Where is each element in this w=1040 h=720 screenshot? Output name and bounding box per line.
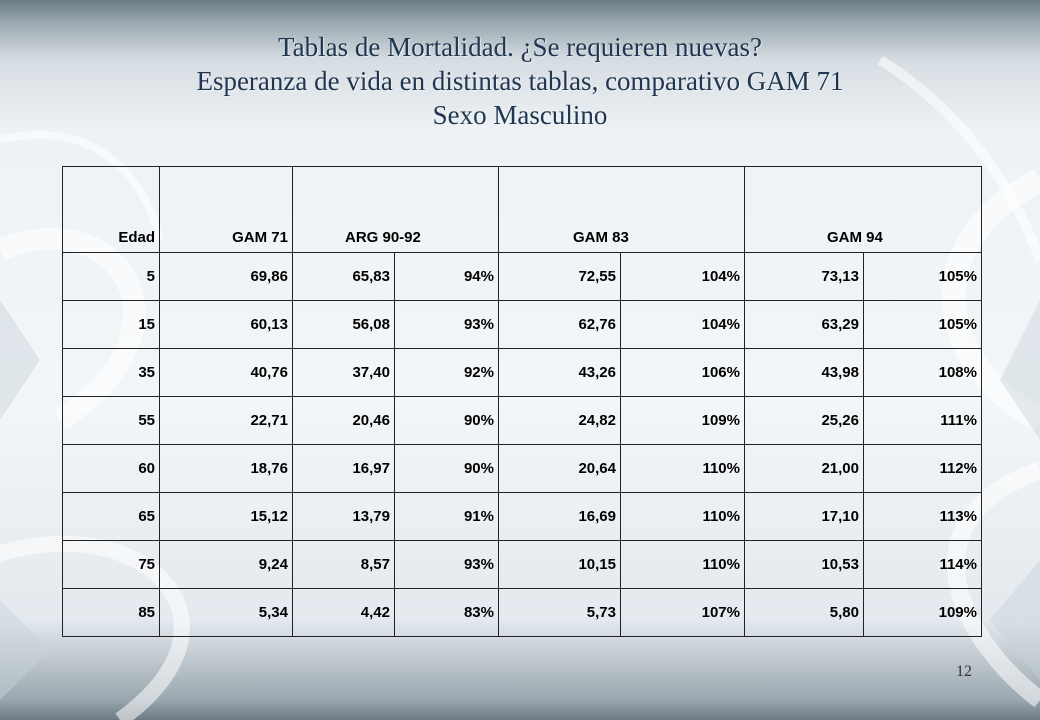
cell-arg: 16,97 xyxy=(292,444,395,493)
cell-arg: 56,08 xyxy=(292,300,395,349)
cell-arg-pct: 90% xyxy=(394,444,499,493)
cell-arg-pct: 92% xyxy=(394,348,499,397)
table-row: 85 5,34 4,42 83% 5,73 107% 5,80 109% xyxy=(62,588,982,637)
cell-gam71: 22,71 xyxy=(159,396,293,445)
cell-gam94: 63,29 xyxy=(744,300,864,349)
cell-arg: 20,46 xyxy=(292,396,395,445)
table-row: 75 9,24 8,57 93% 10,15 110% 10,53 114% xyxy=(62,540,982,589)
table-header-row: Edad GAM 71 ARG 90-92 GAM 83 GAM 94 xyxy=(62,166,982,253)
cell-gam83: 62,76 xyxy=(498,300,621,349)
cell-arg-pct: 93% xyxy=(394,300,499,349)
table-row: 35 40,76 37,40 92% 43,26 106% 43,98 108% xyxy=(62,348,982,397)
header-gam71: GAM 71 xyxy=(159,166,293,253)
cell-arg: 37,40 xyxy=(292,348,395,397)
table-row: 15 60,13 56,08 93% 62,76 104% 63,29 105% xyxy=(62,300,982,349)
cell-gam83-pct: 110% xyxy=(620,444,745,493)
cell-gam94-pct: 113% xyxy=(863,492,982,541)
cell-gam71: 15,12 xyxy=(159,492,293,541)
cell-gam83-pct: 106% xyxy=(620,348,745,397)
header-arg9092: ARG 90-92 xyxy=(292,166,499,253)
table-row: 60 18,76 16,97 90% 20,64 110% 21,00 112% xyxy=(62,444,982,493)
cell-gam94: 73,13 xyxy=(744,252,864,301)
life-expectancy-table: Edad GAM 71 ARG 90-92 GAM 83 GAM 94 5 69… xyxy=(62,166,982,637)
cell-arg-pct: 94% xyxy=(394,252,499,301)
table-row: 65 15,12 13,79 91% 16,69 110% 17,10 113% xyxy=(62,492,982,541)
header-gam94: GAM 94 xyxy=(744,166,982,253)
cell-gam71: 5,34 xyxy=(159,588,293,637)
cell-gam71: 9,24 xyxy=(159,540,293,589)
table-row: 55 22,71 20,46 90% 24,82 109% 25,26 111% xyxy=(62,396,982,445)
cell-edad: 65 xyxy=(62,492,160,541)
cell-gam83-pct: 104% xyxy=(620,252,745,301)
cell-gam83: 16,69 xyxy=(498,492,621,541)
slide-title: Tablas de Mortalidad. ¿Se requieren nuev… xyxy=(60,30,980,132)
header-gam83: GAM 83 xyxy=(498,166,745,253)
cell-edad: 35 xyxy=(62,348,160,397)
cell-gam83-pct: 109% xyxy=(620,396,745,445)
cell-gam83: 43,26 xyxy=(498,348,621,397)
cell-gam83-pct: 107% xyxy=(620,588,745,637)
cell-edad: 60 xyxy=(62,444,160,493)
cell-gam94: 17,10 xyxy=(744,492,864,541)
page-number: 12 xyxy=(956,663,972,680)
cell-edad: 15 xyxy=(62,300,160,349)
header-edad: Edad xyxy=(62,166,160,253)
cell-arg: 4,42 xyxy=(292,588,395,637)
cell-gam94: 10,53 xyxy=(744,540,864,589)
cell-gam83-pct: 110% xyxy=(620,492,745,541)
cell-gam83-pct: 104% xyxy=(620,300,745,349)
title-line-2: Esperanza de vida en distintas tablas, c… xyxy=(196,66,844,96)
cell-gam71: 18,76 xyxy=(159,444,293,493)
cell-arg-pct: 90% xyxy=(394,396,499,445)
cell-gam94-pct: 111% xyxy=(863,396,982,445)
title-line-1: Tablas de Mortalidad. ¿Se requieren nuev… xyxy=(278,32,762,62)
cell-gam71: 60,13 xyxy=(159,300,293,349)
cell-arg: 8,57 xyxy=(292,540,395,589)
cell-gam71: 69,86 xyxy=(159,252,293,301)
cell-gam94: 43,98 xyxy=(744,348,864,397)
cell-gam94-pct: 114% xyxy=(863,540,982,589)
cell-arg-pct: 83% xyxy=(394,588,499,637)
cell-gam83: 24,82 xyxy=(498,396,621,445)
cell-gam94-pct: 105% xyxy=(863,252,982,301)
cell-edad: 75 xyxy=(62,540,160,589)
cell-edad: 85 xyxy=(62,588,160,637)
cell-gam94-pct: 112% xyxy=(863,444,982,493)
cell-gam94-pct: 105% xyxy=(863,300,982,349)
cell-arg-pct: 91% xyxy=(394,492,499,541)
cell-gam94: 25,26 xyxy=(744,396,864,445)
title-line-3: Sexo Masculino xyxy=(432,100,608,130)
cell-arg: 65,83 xyxy=(292,252,395,301)
cell-gam94-pct: 109% xyxy=(863,588,982,637)
cell-gam94: 5,80 xyxy=(744,588,864,637)
cell-gam83: 20,64 xyxy=(498,444,621,493)
cell-gam83: 5,73 xyxy=(498,588,621,637)
cell-arg: 13,79 xyxy=(292,492,395,541)
cell-gam83: 10,15 xyxy=(498,540,621,589)
cell-gam94-pct: 108% xyxy=(863,348,982,397)
table-row: 5 69,86 65,83 94% 72,55 104% 73,13 105% xyxy=(62,252,982,301)
cell-gam83-pct: 110% xyxy=(620,540,745,589)
cell-arg-pct: 93% xyxy=(394,540,499,589)
cell-gam94: 21,00 xyxy=(744,444,864,493)
cell-edad: 5 xyxy=(62,252,160,301)
cell-edad: 55 xyxy=(62,396,160,445)
cell-gam71: 40,76 xyxy=(159,348,293,397)
cell-gam83: 72,55 xyxy=(498,252,621,301)
